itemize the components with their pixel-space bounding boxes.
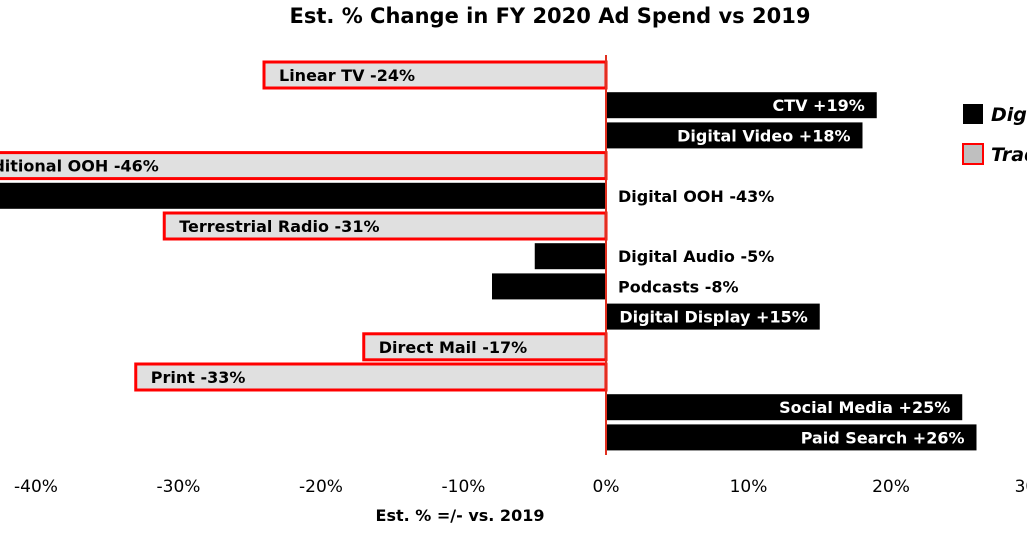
legend-label: Digital: [991, 104, 1027, 126]
bar-6: [534, 243, 606, 270]
chart-title: Est. % Change in FY 2020 Ad Spend vs 201…: [289, 4, 811, 28]
x-tick-label: -30%: [157, 477, 201, 497]
bar-8: [606, 303, 820, 330]
x-tick-label: 30%: [1015, 477, 1027, 497]
bar-label: Terrestrial Radio -31%: [179, 217, 379, 236]
x-axis-label: Est. % =/- vs. 2019: [375, 506, 545, 525]
bar-7: [492, 273, 606, 300]
x-tick-label: -40%: [14, 477, 58, 497]
bar-label: Direct Mail -17%: [379, 338, 527, 357]
bar-label: Traditional OOH -46%: [0, 157, 159, 176]
bar-label: Digital Video +18%: [677, 126, 850, 145]
bar-label: Linear TV -24%: [279, 66, 415, 85]
bar-label: CTV +19%: [772, 96, 864, 115]
bar-5: [162, 211, 608, 241]
bar-4: [0, 182, 606, 209]
bar-2: [606, 122, 863, 149]
x-tick-label: 20%: [872, 477, 910, 497]
x-tick-label: -10%: [442, 477, 486, 497]
bar-label: Digital Display +15%: [619, 308, 807, 327]
bar-label: Print -33%: [151, 368, 246, 387]
bar-label: Digital OOH -43%: [618, 187, 774, 206]
bar-9: [362, 332, 608, 362]
bar-11: [606, 394, 963, 421]
bar-label: Social Media +25%: [779, 398, 950, 417]
bar-label: Paid Search +26%: [801, 428, 965, 447]
x-tick-label: 0%: [593, 477, 620, 497]
bar-label: Digital Audio -5%: [618, 247, 774, 266]
x-tick-label: -20%: [299, 477, 343, 497]
bar-label: Podcasts -8%: [618, 277, 739, 296]
bar-0: [262, 60, 608, 90]
legend-label: Traditional: [991, 144, 1027, 166]
legend-swatch: [962, 143, 984, 165]
legend-swatch: [963, 104, 983, 124]
bar-12: [606, 424, 977, 451]
x-tick-label: 10%: [730, 477, 768, 497]
bar-1: [606, 92, 877, 119]
